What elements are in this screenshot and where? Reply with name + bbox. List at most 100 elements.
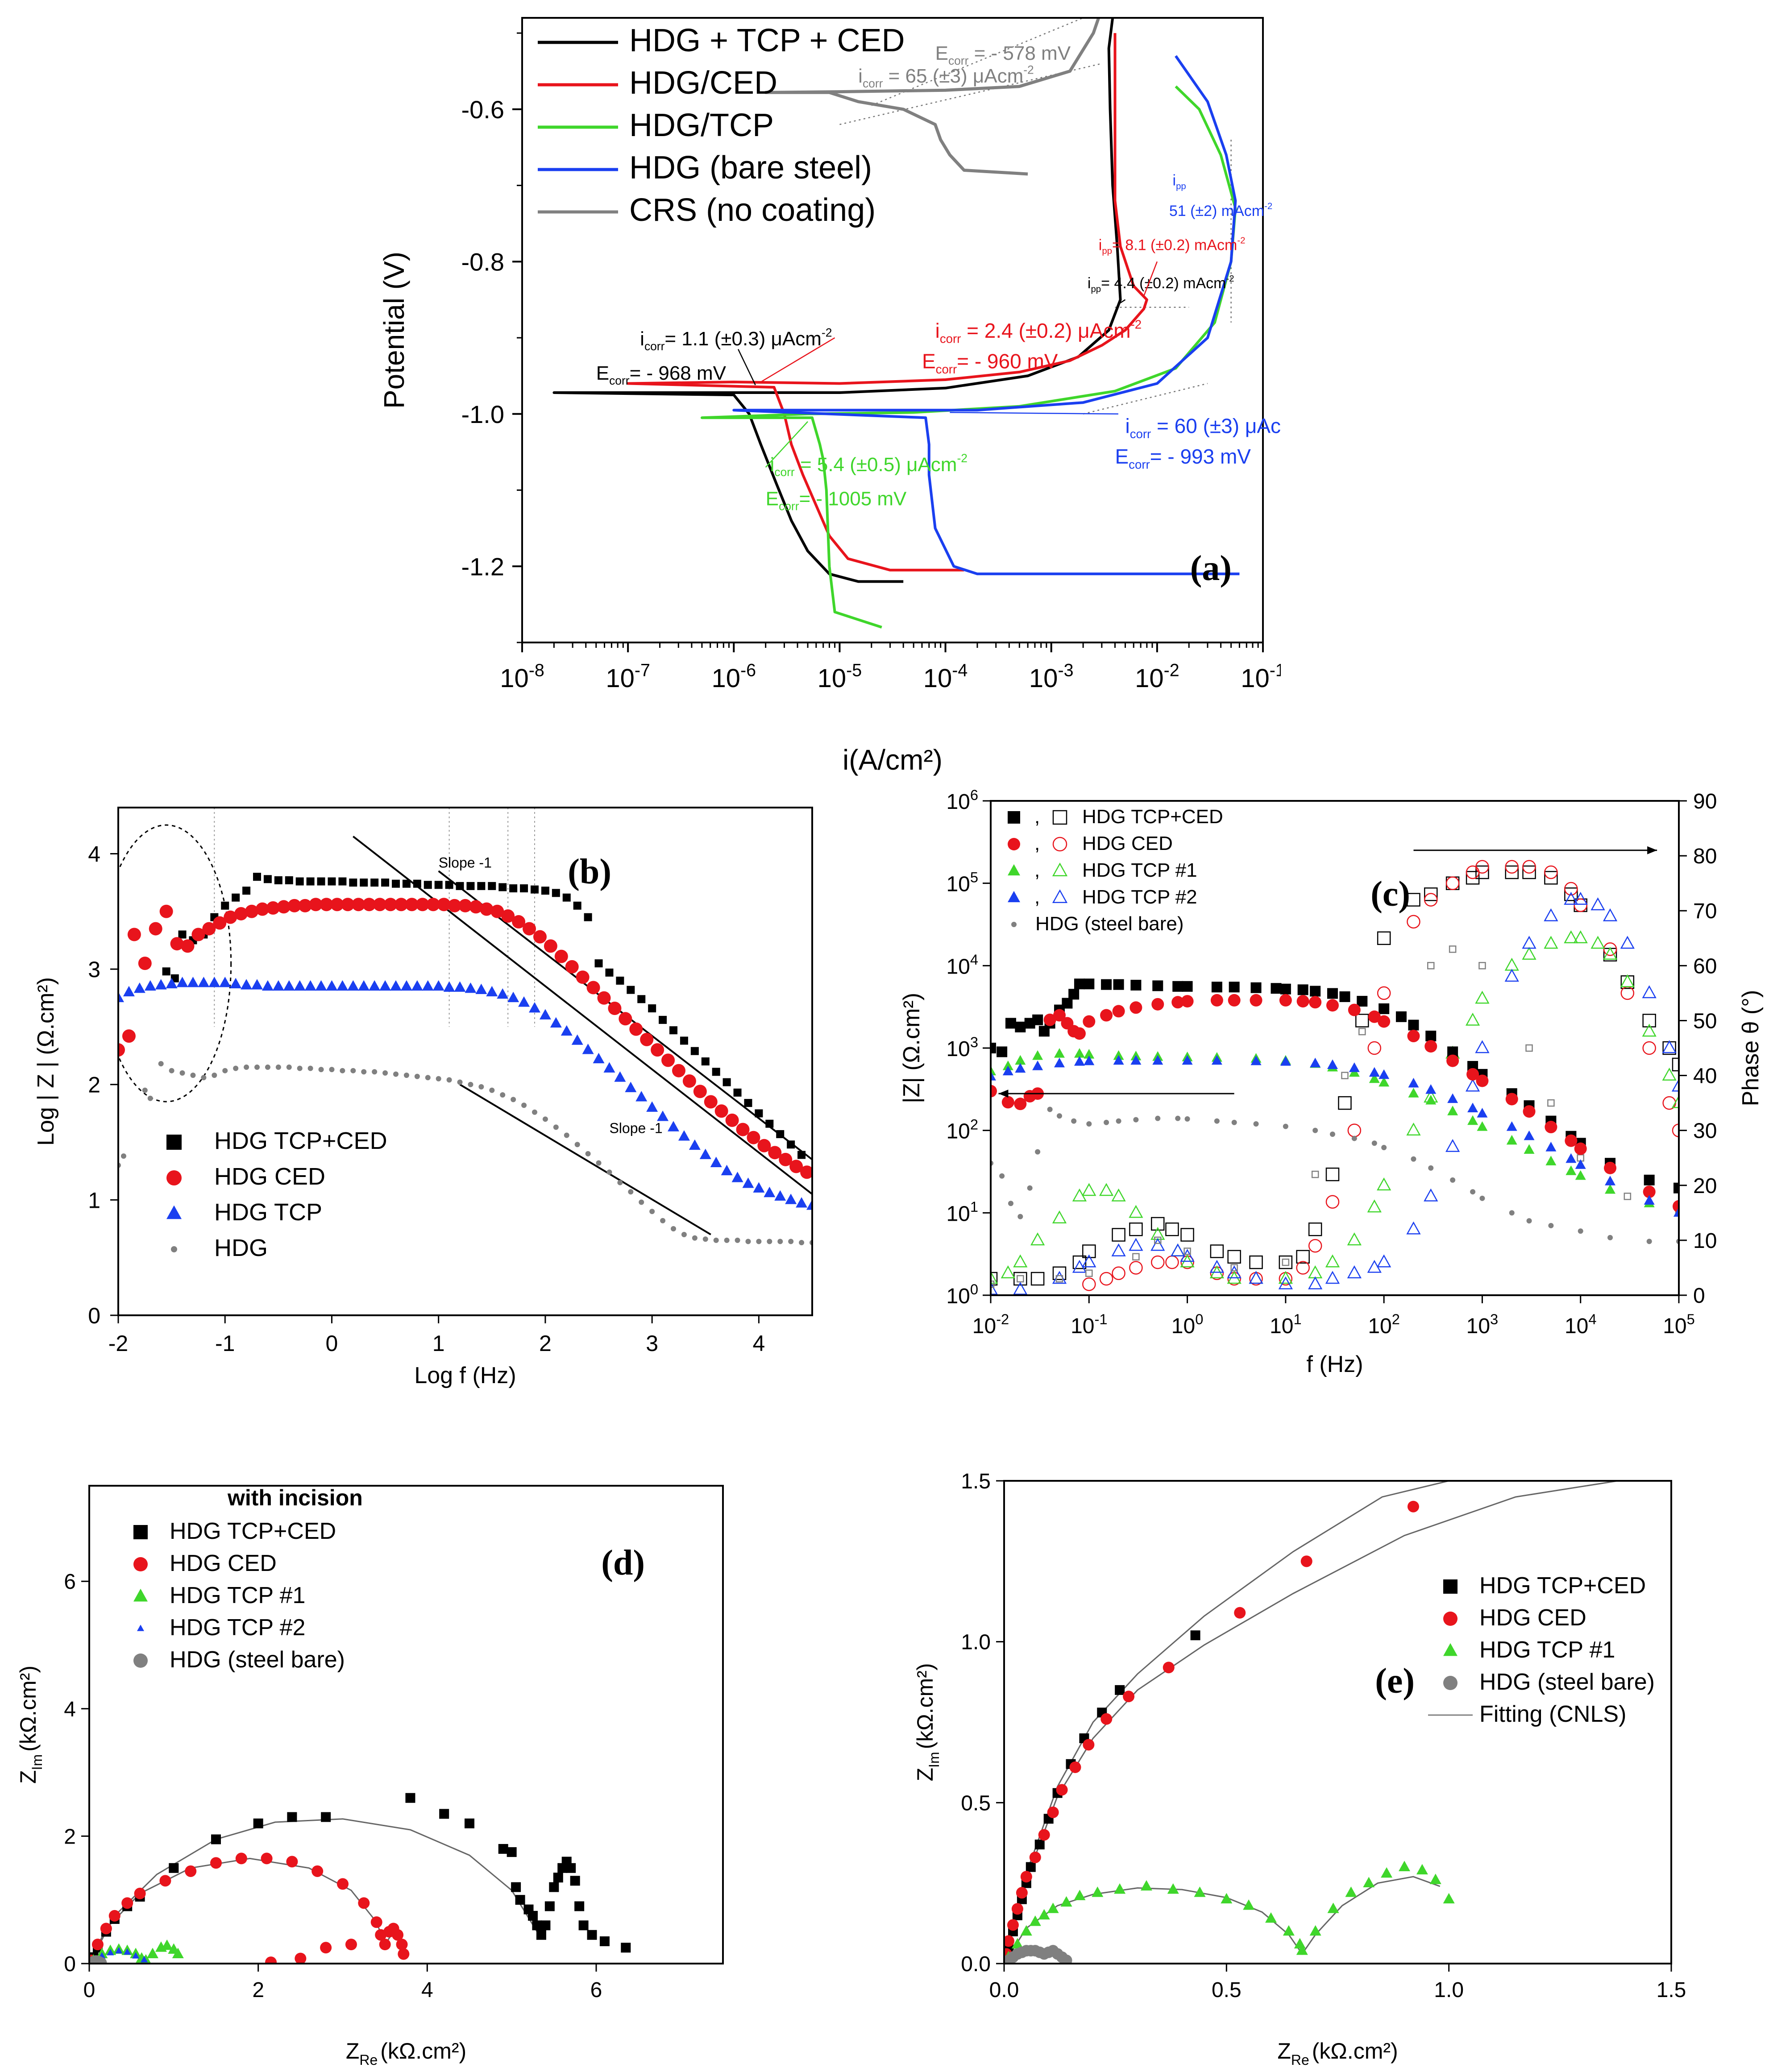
point-2-7 — [187, 977, 199, 987]
point-2-19 — [1309, 1925, 1321, 1936]
point-1-9 — [202, 922, 216, 936]
phase-point-0-26 — [1505, 865, 1519, 879]
phase-point-1-3 — [1129, 1261, 1143, 1275]
legend-label-1: HDG CED — [1082, 833, 1173, 854]
point-1-54 — [682, 1074, 696, 1088]
annotation-6-part: -2 — [1131, 317, 1142, 331]
modulus-point-1-15 — [1171, 996, 1184, 1009]
annotation-11-part: = - 993 mV — [1150, 445, 1251, 468]
legend-label-3: HDG TCP #2 — [170, 1615, 305, 1641]
legend-marker-0 — [166, 1135, 182, 1150]
point-1-31 — [437, 898, 451, 912]
phase-point-1-15 — [1367, 1041, 1382, 1055]
point-0-33 — [509, 884, 518, 893]
annotation-5-part: -2 — [1226, 274, 1234, 284]
y-axis-label-part: (kΩ.cm²) — [16, 1666, 41, 1752]
point-3-33 — [468, 1082, 473, 1087]
legend-label-3: HDG (steel bare) — [1479, 1669, 1655, 1695]
x-tick-label: -2 — [108, 1331, 128, 1356]
phase-point-2-9 — [1129, 1205, 1143, 1218]
modulus-point-4-33 — [1578, 1228, 1583, 1234]
point-2-5 — [166, 978, 178, 989]
modulus-point-3-8 — [1130, 1055, 1142, 1065]
point-1-11 — [286, 1856, 298, 1868]
point-0-9 — [253, 873, 261, 881]
modulus-point-0-43 — [1673, 1182, 1679, 1193]
x-tick-label: 10-2 — [1135, 661, 1179, 693]
point-0-6 — [169, 1863, 179, 1873]
point-1-25 — [295, 1952, 307, 1964]
y2-tick-label: 40 — [1693, 1065, 1717, 1088]
annotation-3-part: 51 (±2) mAcm — [1169, 203, 1264, 220]
point-0-23 — [402, 879, 411, 888]
y-tick-label-exp: 6 — [970, 787, 978, 803]
annotation-12-part: corr — [774, 465, 795, 479]
point-2-62 — [774, 1190, 786, 1201]
point-1-21 — [330, 898, 344, 912]
phase-point-0-11 — [1210, 1244, 1224, 1258]
legend-separator-3: , — [1034, 886, 1040, 908]
point-3-39 — [532, 1109, 537, 1115]
annotation-6-part: i — [935, 319, 940, 342]
annotation-1-part: i — [858, 65, 863, 87]
phase-point-2-11 — [1171, 1243, 1185, 1256]
modulus-point-1-9 — [1073, 1027, 1086, 1040]
point-0-22 — [392, 879, 400, 888]
x-tick-label-exp: -5 — [846, 661, 862, 680]
phase-point-1-24 — [1544, 865, 1558, 879]
point-2-24 — [1399, 1861, 1410, 1871]
point-1-9 — [1056, 1784, 1068, 1796]
x-tick-label: 10-3 — [1029, 661, 1074, 693]
phase-point-2-33 — [1603, 947, 1618, 960]
phase-point-2-19 — [1347, 1232, 1362, 1246]
annotation-13: Ecorr= - 1005 mV — [766, 488, 907, 513]
x-tick-label-exp: -8 — [529, 661, 544, 680]
point-3-52 — [671, 1226, 676, 1232]
point-2-61 — [764, 1186, 776, 1198]
point-2-55 — [699, 1148, 711, 1159]
point-2-30 — [432, 980, 444, 991]
point-2-20 — [1327, 1902, 1339, 1913]
annotation-5-part: i — [1088, 275, 1091, 292]
point-1-7 — [185, 1865, 197, 1877]
point-2-14 — [262, 980, 274, 991]
phase-point-0-15 — [1296, 1250, 1310, 1264]
point-0-32 — [498, 883, 507, 891]
phase-point-0-6 — [1112, 1228, 1125, 1242]
guide-lines — [118, 808, 812, 1235]
modulus-point-1-0 — [991, 1085, 997, 1098]
y2-tick-label: 50 — [1693, 1009, 1717, 1033]
point-0-41 — [594, 959, 603, 968]
point-2-22 — [1363, 1877, 1375, 1888]
phase-point-4-16 — [1525, 1044, 1533, 1052]
point-2-9 — [208, 977, 220, 987]
legend-marker-1 — [1443, 1612, 1458, 1626]
y-axis-label-part: Im — [29, 1754, 45, 1770]
y-tick-label: 2 — [64, 1825, 76, 1848]
point-2-63 — [785, 1193, 797, 1204]
y-tick-label: -1.2 — [461, 552, 505, 580]
phase-point-1-16 — [1377, 986, 1391, 1000]
x-tick-label-base: 10 — [923, 664, 952, 693]
point-2-9 — [1114, 1883, 1126, 1894]
phase-point-4-2 — [1055, 1275, 1063, 1283]
point-2-57 — [721, 1164, 733, 1176]
point-1-20 — [320, 898, 333, 912]
point-3-64 — [799, 1240, 805, 1246]
point-1-3 — [1011, 1903, 1023, 1915]
modulus-point-1-27 — [1407, 1030, 1420, 1043]
point-1-47 — [608, 1002, 622, 1015]
modulus-point-3-13 — [1280, 1056, 1291, 1066]
panel-label: (d) — [601, 1543, 645, 1583]
fit-line-0 — [1004, 1481, 1449, 1964]
phase-point-3-12 — [1249, 1271, 1263, 1284]
annotation-12-part: i — [770, 454, 774, 476]
legend-marker-2 — [133, 1588, 148, 1602]
point-1-9 — [235, 1852, 247, 1865]
phase-point-0-17 — [1325, 1167, 1340, 1181]
point-0-11 — [405, 1793, 415, 1803]
phase-point-1-26 — [1574, 898, 1587, 912]
point-1-4 — [149, 922, 162, 936]
annotation-8-part: -2 — [822, 326, 832, 339]
point-2-6 — [176, 977, 188, 987]
